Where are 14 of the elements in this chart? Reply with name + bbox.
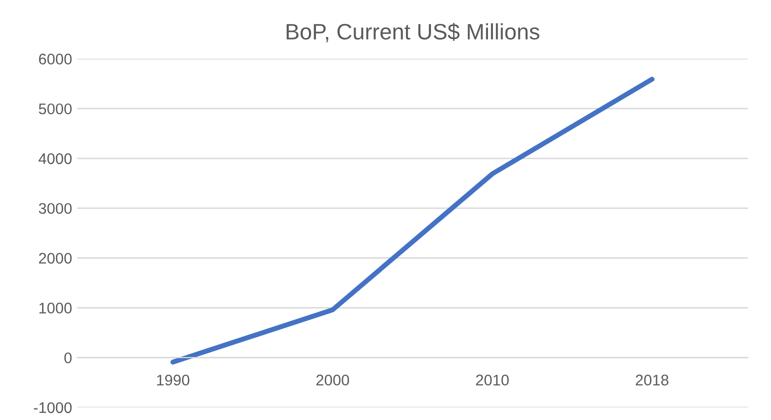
- y-tick-label: -1000: [34, 402, 72, 414]
- y-tick-label: 4000: [38, 153, 72, 164]
- y-tick-label: 3000: [38, 203, 72, 214]
- x-tick-label: 1990: [157, 374, 190, 386]
- x-tick-label: 2000: [316, 374, 350, 386]
- y-tick-label: 6000: [39, 54, 72, 64]
- x-tick-label: 2010: [476, 374, 509, 386]
- line-series: [170, 76, 654, 365]
- y-tick-label: 5000: [38, 103, 72, 114]
- y-tick-label: 1000: [39, 302, 72, 314]
- chart-title: BoP, Current US$ Millions: [286, 22, 540, 42]
- y-tick-label: 0: [64, 352, 72, 364]
- x-tick-label: 2018: [636, 374, 668, 386]
- y-tick-label: 2000: [39, 252, 72, 264]
